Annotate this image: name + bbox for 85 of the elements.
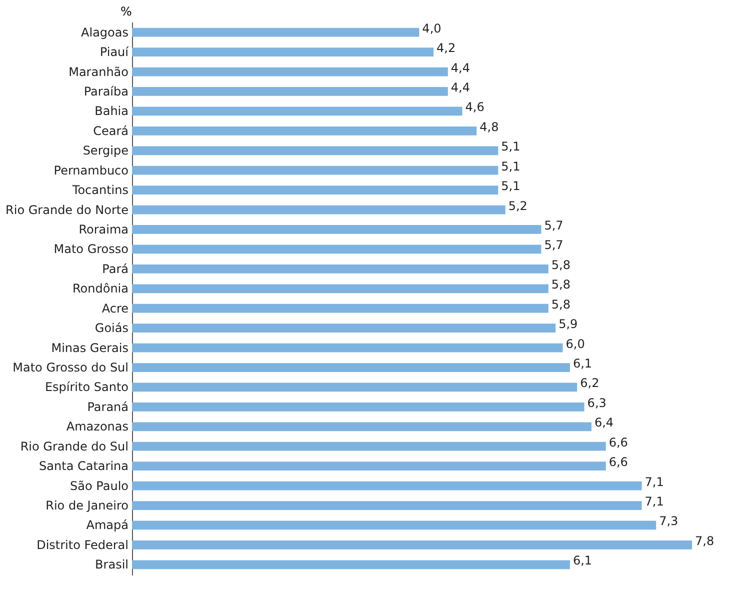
y-tick-label: Piauí bbox=[100, 45, 130, 60]
data-label: 6,1 bbox=[572, 356, 592, 370]
y-tick-label: Roraima bbox=[78, 222, 128, 236]
bar bbox=[132, 540, 692, 550]
data-label: 5,1 bbox=[501, 179, 520, 194]
bar bbox=[132, 67, 448, 76]
bar bbox=[132, 382, 578, 392]
bar bbox=[132, 324, 556, 333]
data-label: 5,7 bbox=[544, 238, 564, 252]
data-label: 4,8 bbox=[480, 120, 499, 134]
y-tick-label: Alagoas bbox=[81, 25, 128, 40]
y-tick-label: Distrito Federal bbox=[36, 538, 128, 552]
bar bbox=[132, 166, 498, 175]
bar bbox=[132, 264, 548, 274]
data-label: 5,8 bbox=[551, 258, 571, 272]
bar bbox=[132, 284, 548, 294]
bar bbox=[132, 48, 434, 56]
bar bbox=[132, 146, 498, 156]
data-label: 5,8 bbox=[551, 297, 571, 312]
y-tick-label: Ceará bbox=[93, 124, 128, 138]
data-label: 5,8 bbox=[551, 278, 571, 292]
y-tick-label: Goiás bbox=[94, 321, 128, 336]
data-label: 4,4 bbox=[450, 60, 470, 75]
y-tick-label: Pernambuco bbox=[54, 163, 128, 178]
bar bbox=[132, 28, 420, 37]
bar bbox=[132, 244, 542, 254]
bar bbox=[132, 205, 506, 214]
data-label: 7,1 bbox=[644, 474, 664, 489]
data-label: 4,6 bbox=[465, 100, 484, 114]
y-tick-label: Pará bbox=[102, 262, 128, 276]
y-tick-label: Santa Catarina bbox=[39, 459, 128, 474]
y-tick-label: Mato Grosso bbox=[54, 242, 128, 256]
data-label: 5,1 bbox=[501, 159, 520, 174]
bar bbox=[132, 560, 570, 570]
data-label: 7,1 bbox=[644, 494, 664, 509]
y-tick-label: Espírito Santo bbox=[44, 380, 128, 394]
data-label: 4,0 bbox=[422, 21, 442, 36]
y-tick-label: Rio de Janeiro bbox=[46, 498, 128, 513]
y-tick-label: Sergipe bbox=[82, 144, 128, 158]
data-label: 5,9 bbox=[558, 317, 578, 332]
y-tick-label: Brasil bbox=[95, 558, 128, 572]
bar bbox=[132, 186, 498, 195]
y-tick-label: Mato Grosso do Sul bbox=[12, 360, 128, 374]
bar bbox=[132, 126, 477, 136]
bar bbox=[132, 343, 563, 352]
y-tick-label: São Paulo bbox=[70, 478, 128, 493]
bar bbox=[132, 481, 642, 490]
data-label: 6,1 bbox=[572, 554, 592, 568]
data-label: 6,0 bbox=[566, 336, 585, 351]
y-tick-label: Rondônia bbox=[72, 282, 128, 296]
y-tick-label: Minas Gerais bbox=[51, 340, 128, 355]
y-tick-label: Paraíba bbox=[84, 84, 128, 98]
y-tick-label: Maranhão bbox=[68, 64, 128, 79]
bar bbox=[132, 402, 584, 412]
bar bbox=[132, 304, 548, 313]
x-axis-title: % bbox=[120, 4, 132, 18]
y-tick-label: Bahia bbox=[94, 104, 128, 118]
bar bbox=[132, 225, 542, 234]
y-tick-label: Paraná bbox=[87, 400, 128, 414]
data-label: 4,4 bbox=[450, 80, 470, 94]
bar bbox=[132, 442, 606, 451]
bar bbox=[132, 501, 642, 510]
data-label: 5,7 bbox=[544, 218, 564, 232]
y-tick-label: Amapá bbox=[86, 518, 128, 532]
data-label: 6,3 bbox=[587, 396, 606, 410]
bar bbox=[132, 87, 448, 96]
y-tick-label: Rio Grande do Norte bbox=[6, 202, 128, 217]
data-label: 6,6 bbox=[608, 455, 628, 470]
bar bbox=[132, 106, 462, 116]
data-label: 4,2 bbox=[436, 41, 456, 56]
data-label: 5,1 bbox=[501, 140, 520, 154]
y-tick-label: Acre bbox=[102, 301, 128, 316]
bar bbox=[132, 363, 570, 372]
y-tick-label: Tocantins bbox=[71, 183, 128, 198]
data-label: 6,6 bbox=[608, 435, 628, 450]
y-tick-label: Rio Grande do Sul bbox=[20, 439, 128, 454]
y-tick-label: Amazonas bbox=[66, 420, 128, 434]
bar bbox=[132, 422, 592, 432]
data-label: 7,8 bbox=[695, 534, 714, 548]
data-label: 6,4 bbox=[594, 416, 614, 430]
bar bbox=[132, 520, 656, 530]
bar bbox=[132, 462, 606, 471]
data-label: 5,2 bbox=[508, 198, 528, 213]
data-label: 7,3 bbox=[659, 514, 678, 528]
data-label: 6,2 bbox=[580, 376, 600, 390]
